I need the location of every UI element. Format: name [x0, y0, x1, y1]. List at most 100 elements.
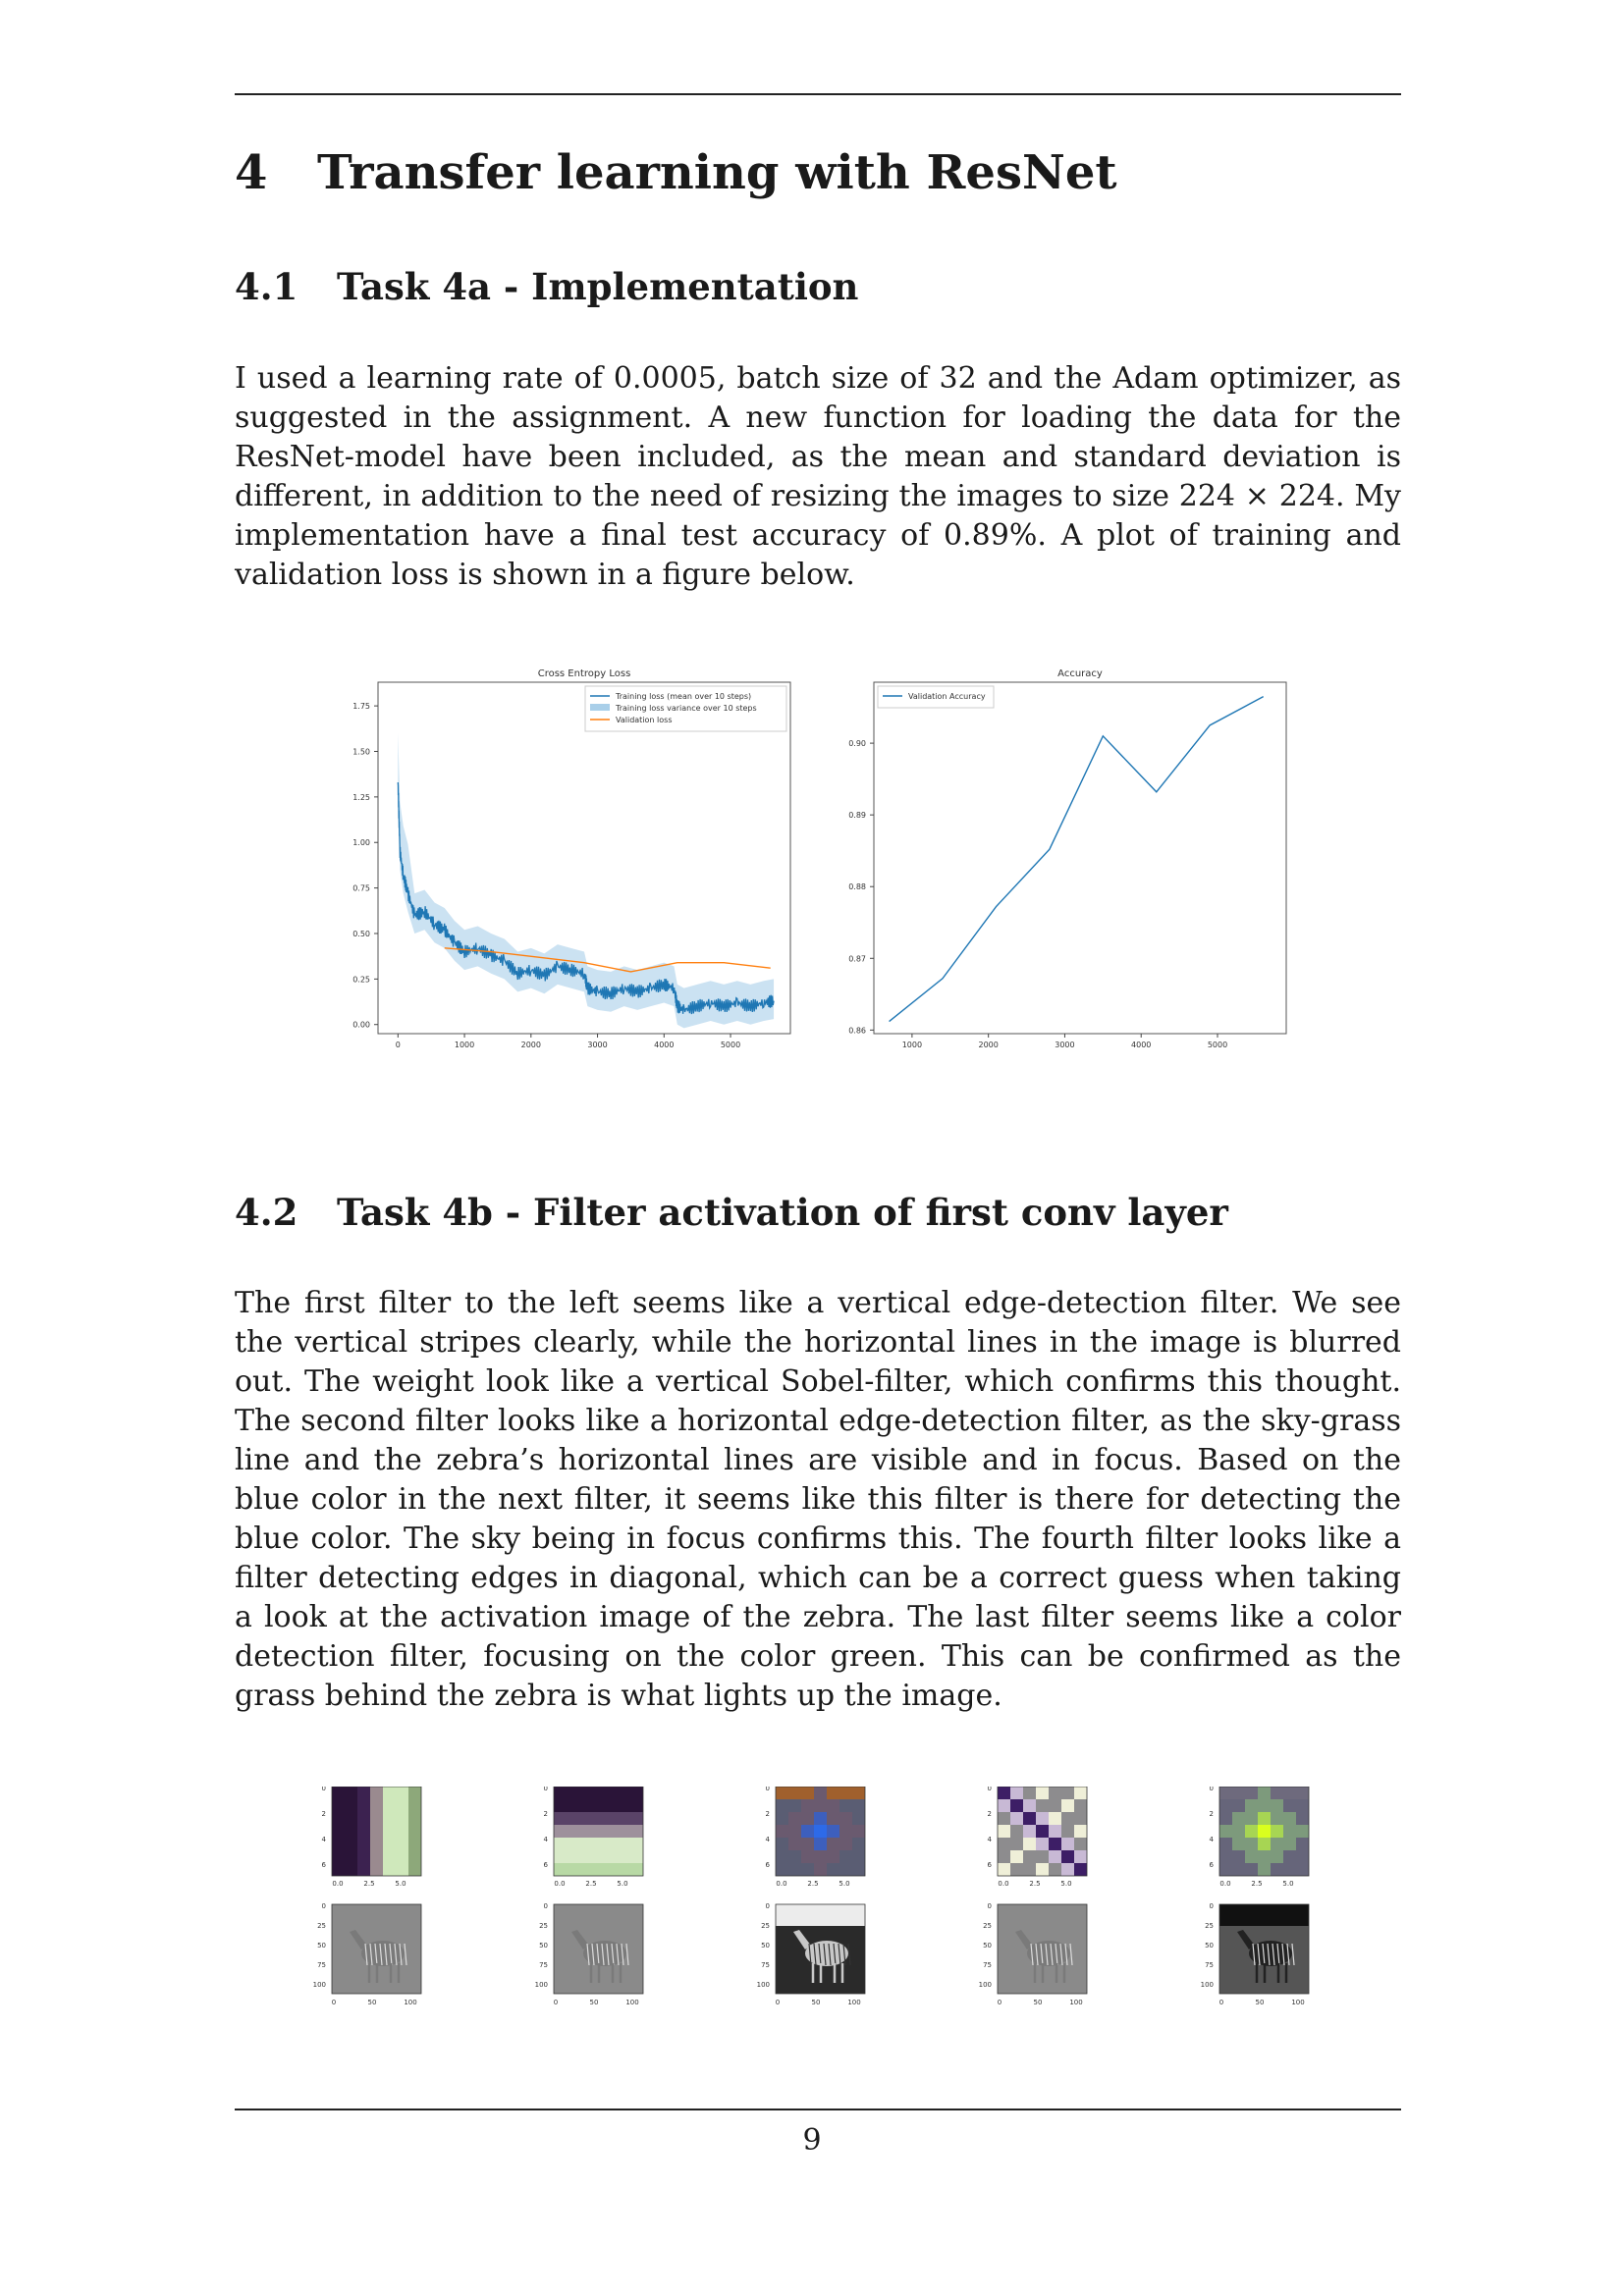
weight-cell: [396, 1787, 408, 1799]
weight-cell: [1245, 1825, 1258, 1838]
weight-cell: [1232, 1825, 1245, 1838]
weight-cell: [1010, 1863, 1023, 1876]
zebra-stripe: [586, 1943, 590, 1966]
weight-cell: [579, 1799, 592, 1812]
activation-frame: [775, 1903, 866, 1995]
weight-cell: [1061, 1812, 1074, 1825]
weight-cell: [1010, 1825, 1023, 1838]
weight-cell: [408, 1863, 421, 1876]
weight-cell: [801, 1799, 814, 1812]
zebra-head: [350, 1930, 367, 1949]
legend-label: Training loss (mean over 10 steps): [615, 692, 751, 701]
weight-cell: [618, 1787, 630, 1799]
weight-cell: [1036, 1812, 1049, 1825]
weight-cell: [1283, 1799, 1296, 1812]
filter-vertical-edge: 0 2 4 6 0.0 2.5 5.0 0 25 50 75 100 0 50 100: [313, 1787, 422, 2006]
weight-y-tick: 4: [766, 1836, 771, 1843]
activation-x-tick: 100: [625, 1999, 638, 2006]
x-tick-label: 0: [396, 1041, 401, 1049]
weight-y-tick: 2: [766, 1810, 770, 1818]
weight-y-tick: 6: [766, 1861, 771, 1869]
zebra-stripe: [1055, 1943, 1058, 1966]
weight-cell: [827, 1812, 839, 1825]
y-tick-label: 0.88: [848, 882, 866, 891]
weight-cell: [827, 1825, 839, 1838]
x-tick-label: 3000: [587, 1041, 607, 1049]
weight-cell: [630, 1812, 643, 1825]
activation-x-tick: 0: [332, 1999, 336, 2006]
weight-cell: [998, 1812, 1010, 1825]
weight-cell: [1061, 1787, 1074, 1799]
zebra-stripe: [1064, 1943, 1068, 1966]
weight-cell: [1074, 1838, 1087, 1850]
weight-cell: [408, 1812, 421, 1825]
weight-cell: [1283, 1812, 1296, 1825]
weight-cell: [592, 1863, 605, 1876]
weight-cell: [1219, 1850, 1232, 1863]
weight-cell: [1271, 1863, 1283, 1876]
weight-cell: [1245, 1812, 1258, 1825]
section-title: Transfer learning with ResNet: [317, 145, 1117, 200]
y-tick-label: 0.25: [352, 975, 370, 984]
activation-x-tick: 100: [847, 1999, 860, 2006]
weight-cell: [1296, 1838, 1309, 1850]
zebra-stripe: [1276, 1943, 1280, 1966]
zebra-stripe: [621, 1943, 624, 1966]
weight-x-tick: 5.0: [1060, 1880, 1071, 1888]
weight-cell: [592, 1838, 605, 1850]
weight-cell: [839, 1799, 852, 1812]
filter-diagonal-edge: 0 2 4 6 0.0 2.5 5.0 0 25 50 75 100 0 50 100: [979, 1787, 1088, 2006]
weight-x-tick: 2.5: [1029, 1880, 1040, 1888]
zebra-stripe: [394, 1943, 398, 1966]
weight-y-tick: 2: [988, 1810, 992, 1818]
legend-label: Validation loss: [616, 716, 673, 724]
weight-cell: [1219, 1838, 1232, 1850]
weight-y-tick: 4: [322, 1836, 327, 1843]
chart-title: Accuracy: [1057, 668, 1103, 679]
accuracy-chart: Accuracy 1000 2000 3000 4000 5000 0.86 0.87 0.88…: [848, 668, 1287, 1049]
weight-y-tick: 4: [544, 1836, 549, 1843]
loss-chart: Cross Entropy Loss 0 1000 2000 3000 4000 5000 0…: [352, 668, 791, 1049]
activation-x-tick: 100: [1291, 1999, 1304, 2006]
y-tick-label: 0.86: [848, 1026, 866, 1035]
zebra-body: [805, 1941, 848, 1966]
weight-cell: [814, 1850, 827, 1863]
weight-y-tick: 0: [988, 1787, 992, 1792]
zebra-stripe: [379, 1943, 383, 1966]
zebra-stripe: [616, 1943, 620, 1966]
activation-sky: [776, 1904, 865, 1926]
chart-title: Cross Entropy Loss: [538, 668, 631, 679]
weight-frame: [775, 1787, 866, 1877]
weight-cell: [852, 1863, 865, 1876]
weight-cell: [776, 1787, 788, 1799]
weight-cell: [839, 1838, 852, 1850]
weight-cell: [839, 1850, 852, 1863]
y-tick-label: 0.90: [848, 739, 866, 748]
weight-cell: [839, 1787, 852, 1799]
weight-cell: [332, 1850, 345, 1863]
weight-cell: [1023, 1863, 1036, 1876]
weight-cell: [1296, 1812, 1309, 1825]
weight-cell: [370, 1825, 383, 1838]
activation-x-tick: 50: [1034, 1999, 1043, 2006]
activation-y-tick: 25: [539, 1922, 548, 1930]
weight-cell: [1258, 1787, 1271, 1799]
zebra-stripe: [833, 1943, 837, 1966]
weight-cell: [408, 1787, 421, 1799]
weight-cell: [1010, 1787, 1023, 1799]
weight-cell: [1232, 1850, 1245, 1863]
weight-cell: [1036, 1850, 1049, 1863]
activation-y-tick: 75: [539, 1961, 548, 1969]
zebra-stripe: [847, 1943, 851, 1966]
weight-cell: [605, 1838, 618, 1850]
weight-cell: [1232, 1812, 1245, 1825]
weight-cell: [605, 1825, 618, 1838]
weight-cell: [839, 1812, 852, 1825]
weight-cell: [567, 1838, 579, 1850]
weight-cell: [1061, 1863, 1074, 1876]
weight-y-tick: 0: [1210, 1787, 1214, 1792]
weight-cell: [383, 1812, 396, 1825]
weight-y-tick: 6: [322, 1861, 327, 1869]
weight-x-tick: 2.5: [1251, 1880, 1262, 1888]
x-tick-label: 5000: [1208, 1041, 1227, 1049]
